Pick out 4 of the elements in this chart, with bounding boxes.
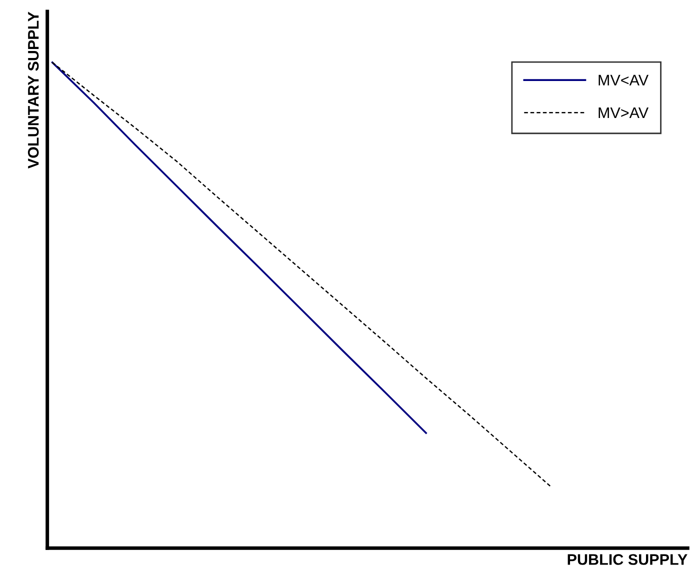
legend-label: MV>AV [598, 107, 649, 118]
x-axis-title: PUBLIC SUPPLY [568, 554, 688, 565]
y-axis-title: VOLUNTARY SUPPLY [28, 12, 39, 169]
legend-label: MV<AV [598, 74, 649, 86]
